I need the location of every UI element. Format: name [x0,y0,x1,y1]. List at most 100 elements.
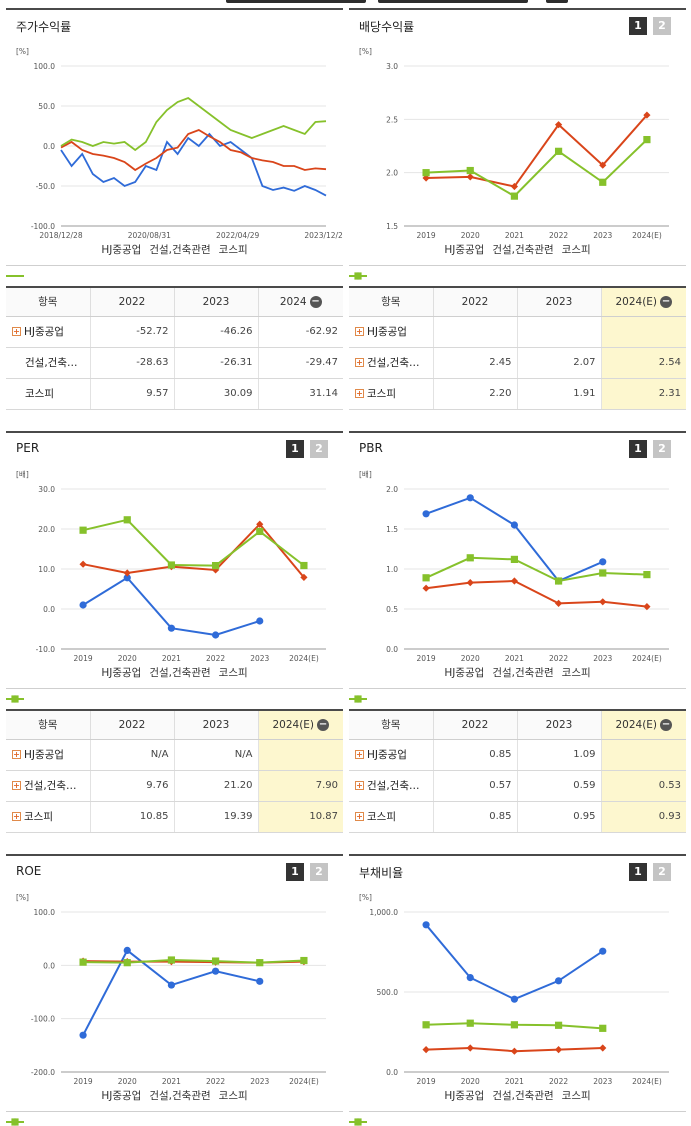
y-tick-label: 0.0 [386,1068,398,1077]
y-tick-label: 0.0 [43,142,55,151]
data-point [123,959,131,967]
x-tick-label: 2021 [505,231,524,240]
table-header-year: 2024− [257,287,343,317]
axis-unit: [%] [359,893,372,902]
y-tick-label: 2.5 [386,115,398,124]
legend-label: HJ중공업 [101,1090,142,1102]
chart-legend: HJ중공업 건설,건축관련 코스피 [6,242,343,277]
value-cell [516,316,601,348]
table-header-year: 2023 [173,287,258,317]
axis-unit: [%] [359,47,372,56]
expand-icon[interactable]: + [12,812,21,821]
legend-item: HJ중공업 [349,242,484,280]
data-point [466,173,474,181]
table-row: + HJ중공업 [349,316,686,348]
legend-item: 건설,건축관련 [6,1088,211,1126]
y-tick-label: 30.0 [38,485,55,494]
page-button-2[interactable]: 2 [653,863,671,881]
expand-icon[interactable]: + [12,750,21,759]
legend-label: 건설,건축관련 [492,244,554,256]
header-label: 2023 [545,295,573,308]
value-cell [432,316,517,348]
tab-stub[interactable] [546,0,568,3]
collapse-icon[interactable]: − [660,718,673,731]
page-button-2[interactable]: 2 [310,440,328,458]
row-name-cell: + 건설,건축… [349,770,433,802]
page-button-2[interactable]: 2 [653,440,671,458]
legend-item: 건설,건축관련 [349,242,554,280]
page-button-1[interactable]: 1 [286,440,304,458]
series-line [426,138,648,198]
page-button-2[interactable]: 2 [653,17,671,35]
table-row: + 건설,건축… 9.76 21.20 7.90 [6,770,343,802]
header-label: 2023 [202,718,230,731]
header-label: 항목 [38,719,58,732]
expand-icon[interactable]: + [355,812,364,821]
legend-item: 건설,건축관련 [349,1088,554,1126]
collapse-icon[interactable]: − [660,295,673,308]
page-button-2[interactable]: 2 [310,863,328,881]
row-label: 건설,건축… [25,357,78,369]
x-tick-label: 2023 [593,1077,612,1086]
data-point [599,178,607,186]
data-point [300,561,308,570]
expand-icon[interactable]: + [355,781,364,790]
table-row: + HJ중공업 -52.72 -46.26 -62.92 [6,316,343,348]
table-row: + 코스피 2.20 1.91 2.31 [349,378,686,410]
x-tick-label: 2023 [593,231,612,240]
data-point [510,1047,519,1055]
legend-item: 코스피 [6,1088,248,1126]
dividend-yield-panel: 배당수익률 1 2 [%] 3.0 2.5 2.0 1.5 2019 2020 2021 2022 20… [349,8,686,280]
legend-label: 코스피 [561,1090,591,1102]
expand-icon[interactable]: + [355,358,364,367]
x-tick-label: 2023 [593,654,612,663]
row-label: 코스피 [24,811,53,823]
data-point [643,136,651,144]
value-cell: 31.14 [257,378,343,410]
data-point [466,579,474,587]
x-tick-label: 2019 [74,654,93,663]
legend-marker [11,695,19,703]
table-row: + 건설,건축… 0.57 0.59 0.53 [349,770,686,802]
legend-label: HJ중공업 [101,244,142,256]
table-header-year: 2024(E) − [600,287,686,317]
data-point [123,574,131,582]
data-point [466,166,474,175]
page-button-1[interactable]: 1 [629,863,647,881]
value-cell: N/A [89,739,174,771]
legend-label: 코스피 [561,667,591,679]
panel-title: 부채비율 [359,866,404,880]
x-tick-label: 2020/08/31 [128,231,171,240]
value-cell: -46.26 [173,316,258,348]
y-tick-label: 0.0 [43,961,55,970]
x-tick-label: 2018/12/28 [39,231,82,240]
table-row: 코스피 9.57 30.09 31.14 [6,378,343,410]
collapse-icon[interactable]: − [317,718,330,731]
page-button-1[interactable]: 1 [629,17,647,35]
row-label: HJ중공업 [24,749,64,761]
data-point [599,947,607,955]
page-button-1[interactable]: 1 [286,863,304,881]
legend-symbol [349,1118,367,1126]
collapse-icon[interactable]: − [309,295,322,308]
expand-icon[interactable]: + [355,389,364,398]
row-name-cell: + 건설,건축… [6,770,90,802]
expand-icon[interactable]: + [355,750,364,759]
tab-stub[interactable] [226,0,366,3]
page-button-1[interactable]: 1 [629,440,647,458]
series-line [425,924,604,1001]
chart-legend: HJ중공업 건설,건축관련 코스피 [6,1088,343,1126]
expand-icon[interactable]: + [12,781,21,790]
expand-icon[interactable]: + [355,327,364,336]
data-point [256,617,264,625]
chart-svg: [%] 1,000.0 500.0 0.0 2019 2020 2021 2022 2023 20… [359,893,669,1086]
value-cell: 2.54 [600,347,686,379]
data-point [211,562,220,570]
table-header-item: 항목 [6,710,90,740]
tab-stub[interactable] [378,0,528,3]
expand-icon[interactable]: + [12,327,21,336]
data-point [554,1021,563,1029]
row-name-cell: + HJ중공업 [349,739,433,771]
header-label: 2022 [461,295,489,308]
